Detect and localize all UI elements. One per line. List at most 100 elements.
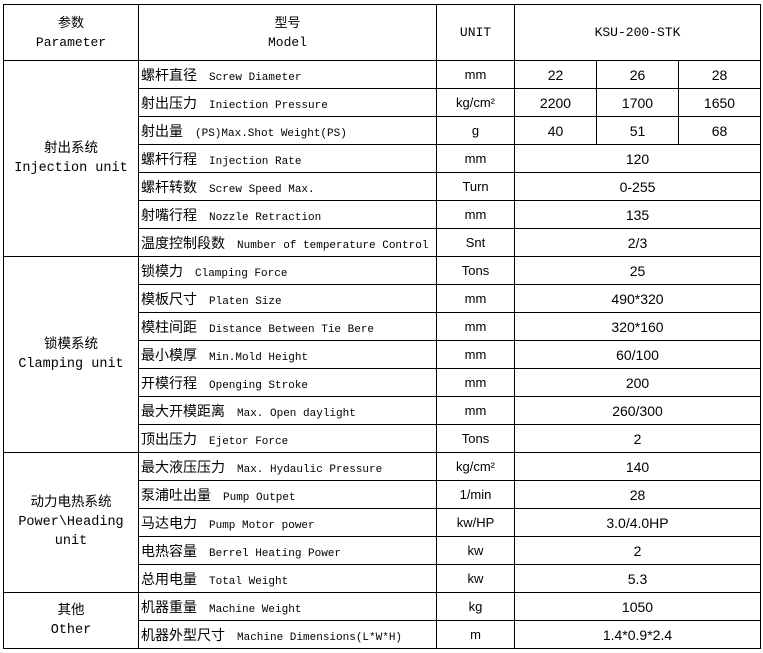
value-cell: 51 — [596, 116, 679, 145]
model-value-header: KSU-200-STK — [514, 4, 761, 61]
model-header: 型号 Model — [138, 4, 437, 61]
group-name-en: Clamping unit — [18, 356, 124, 372]
value-cell: 1700 — [596, 88, 679, 117]
value-cell: 26 — [596, 60, 679, 89]
header-row: 参数 Parameter 型号 Model UNIT KSU-200-STK — [3, 4, 761, 61]
parameter-name-en: Pump Outpet — [223, 491, 296, 504]
unit-cell: mm — [436, 312, 515, 341]
parameter-name: 泵浦吐出量 Pump Outpet — [138, 480, 437, 509]
parameter-name-zh: 锁模力 — [141, 263, 183, 280]
model-header-en: Model — [267, 34, 307, 50]
parameter-name: 总用电量 Total Weight — [138, 564, 437, 593]
parameter-name-zh: 模柱间距 — [141, 319, 197, 336]
unit-cell: mm — [436, 396, 515, 425]
value-cell: 120 — [514, 144, 761, 173]
parameter-name-zh: 机器外型尺寸 — [141, 627, 225, 644]
value-cell: 68 — [678, 116, 761, 145]
parameter-name-en: Screw Diameter — [209, 71, 302, 84]
value-cell: 0-255 — [514, 172, 761, 201]
value-cell: 2 — [514, 424, 761, 453]
table-row: 最小模厚 Min.Mold Height mm 60/100 — [4, 340, 761, 369]
unit-cell: mm — [436, 144, 515, 173]
parameter-name-zh: 射嘴行程 — [141, 207, 197, 224]
unit-cell: kg/cm² — [436, 452, 515, 481]
parameter-name-en: Machine Weight — [209, 603, 302, 616]
unit-cell: Turn — [436, 172, 515, 201]
parameter-name: 射出压力 Iniection Pressure — [138, 88, 437, 117]
parameter-name-en: Nozzle Retraction — [209, 211, 322, 224]
parameter-name-zh: 机器重量 — [141, 599, 197, 616]
unit-cell: kw/HP — [436, 508, 515, 537]
unit-cell: kg — [436, 592, 515, 621]
table-row: 射出系统 Injection unit 螺杆直径 Screw Diameter mm 22… — [3, 60, 761, 257]
value-cell: 25 — [514, 256, 761, 285]
parameter-header: 参数 Parameter — [3, 4, 139, 61]
parameter-name: 螺杆直径 Screw Diameter — [138, 60, 437, 89]
parameter-name-en: Total Weight — [209, 575, 289, 588]
parameter-name-en: Distance Between Tie Bere — [209, 323, 375, 336]
parameter-name-zh: 温度控制段数 — [141, 235, 225, 252]
value-cell: 3.0/4.0HP — [514, 508, 761, 537]
table-row: 泵浦吐出量 Pump Outpet 1/min 28 — [4, 480, 761, 509]
table-row: 射出压力 Iniection Pressure kg/cm² 2200 1700 1650 — [4, 88, 761, 117]
parameter-name-zh: 射出压力 — [141, 95, 197, 112]
unit-cell: kg/cm² — [436, 88, 515, 117]
table-row: 模板尺寸 Platen Size mm 490*320 — [4, 284, 761, 313]
value-cell: 28 — [514, 480, 761, 509]
parameter-name-zh: 总用电量 — [141, 571, 197, 588]
group-name-en: Injection unit — [14, 160, 128, 176]
unit-cell: 1/min — [436, 480, 515, 509]
parameter-name: 锁模力 Clamping Force — [138, 256, 437, 285]
parameter-name-zh: 最大液压压力 — [141, 459, 225, 476]
parameter-name-zh: 螺杆直径 — [141, 67, 197, 84]
table-row: 模柱间距 Distance Between Tie Bere mm 320*160 — [4, 312, 761, 341]
parameter-name-zh: 顶出压力 — [141, 431, 197, 448]
parameter-name-en: Screw Speed Max. — [209, 183, 315, 196]
parameter-name-zh: 最小模厚 — [141, 347, 197, 364]
group-name-en: Power\Heading unit — [18, 515, 124, 549]
unit-cell: g — [436, 116, 515, 145]
parameter-name-en: Platen Size — [209, 295, 282, 308]
value-cell: 490*320 — [514, 284, 761, 313]
value-cell: 200 — [514, 368, 761, 397]
parameter-name-en: Ejetor Force — [209, 435, 289, 448]
table-row: 顶出压力 Ejetor Force Tons 2 — [4, 424, 761, 453]
spec-table: 参数 Parameter 型号 Model UNIT KSU-200-STK 射出系… — [3, 4, 761, 649]
parameter-name: 开模行程 Openging Stroke — [138, 368, 437, 397]
parameter-header-en: Parameter — [35, 34, 107, 50]
parameter-name: 最小模厚 Min.Mold Height — [138, 340, 437, 369]
parameter-name: 电热容量 Berrel Heating Power — [138, 536, 437, 565]
parameter-header-zh: 参数 — [57, 15, 84, 31]
table-row: 开模行程 Openging Stroke mm 200 — [4, 368, 761, 397]
parameter-name-en: Number of temperature Control — [237, 239, 429, 252]
parameter-name-zh: 开模行程 — [141, 375, 197, 392]
parameter-name-en: Max. Hydaulic Pressure — [237, 463, 383, 476]
parameter-name: 机器重量 Machine Weight — [138, 592, 437, 621]
table-row: 总用电量 Total Weight kw 5.3 — [4, 564, 761, 593]
parameter-name-zh: 最大开模距离 — [141, 403, 225, 420]
value-cell: 60/100 — [514, 340, 761, 369]
group-cell: 动力电热系统 Power\Heading unit — [3, 452, 139, 593]
value-cell: 22 — [514, 60, 597, 89]
parameter-name: 射出量 (PS)Max.Shot Weight(PS) — [138, 116, 437, 145]
value-cell: 1650 — [678, 88, 761, 117]
group-cell: 其他 Other — [3, 592, 139, 649]
parameter-name-en: Machine Dimensions(L*W*H) — [237, 631, 403, 644]
value-cell: 260/300 — [514, 396, 761, 425]
parameter-name: 温度控制段数 Number of temperature Control — [138, 228, 437, 257]
unit-cell: mm — [436, 200, 515, 229]
unit-cell: Tons — [436, 256, 515, 285]
table-row: 其他 Other 机器重量 Machine Weight kg 1050 — [3, 592, 761, 649]
group-cell: 锁模系统 Clamping unit — [3, 256, 139, 453]
value-cell: 140 — [514, 452, 761, 481]
unit-cell: mm — [436, 340, 515, 369]
value-cell: 2 — [514, 536, 761, 565]
parameter-name: 模柱间距 Distance Between Tie Bere — [138, 312, 437, 341]
parameter-name-zh: 射出量 — [141, 123, 183, 140]
unit-cell: mm — [436, 60, 515, 89]
parameter-name: 最大液压压力 Max. Hydaulic Pressure — [138, 452, 437, 481]
unit-cell: m — [436, 620, 515, 649]
parameter-name-en: Max. Open daylight — [237, 407, 356, 420]
parameter-name-zh: 模板尺寸 — [141, 291, 197, 308]
unit-cell: kw — [436, 564, 515, 593]
